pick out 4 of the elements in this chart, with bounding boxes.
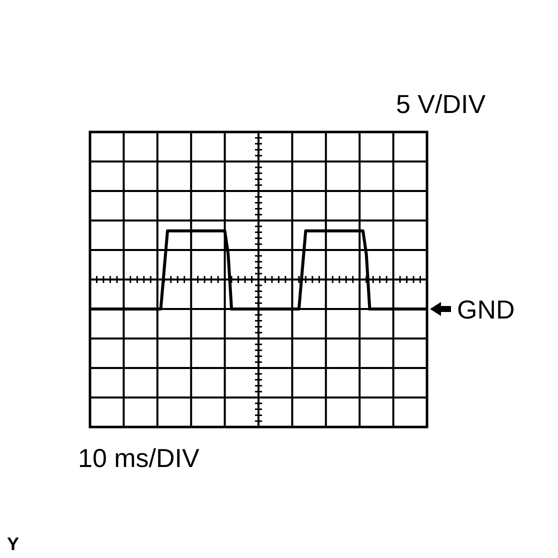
text: GND: [457, 294, 515, 324]
text: Y: [7, 534, 20, 554]
y-axis-title: 5 V/DIV: [396, 89, 486, 119]
text: 10 ms/DIV: [78, 443, 200, 473]
